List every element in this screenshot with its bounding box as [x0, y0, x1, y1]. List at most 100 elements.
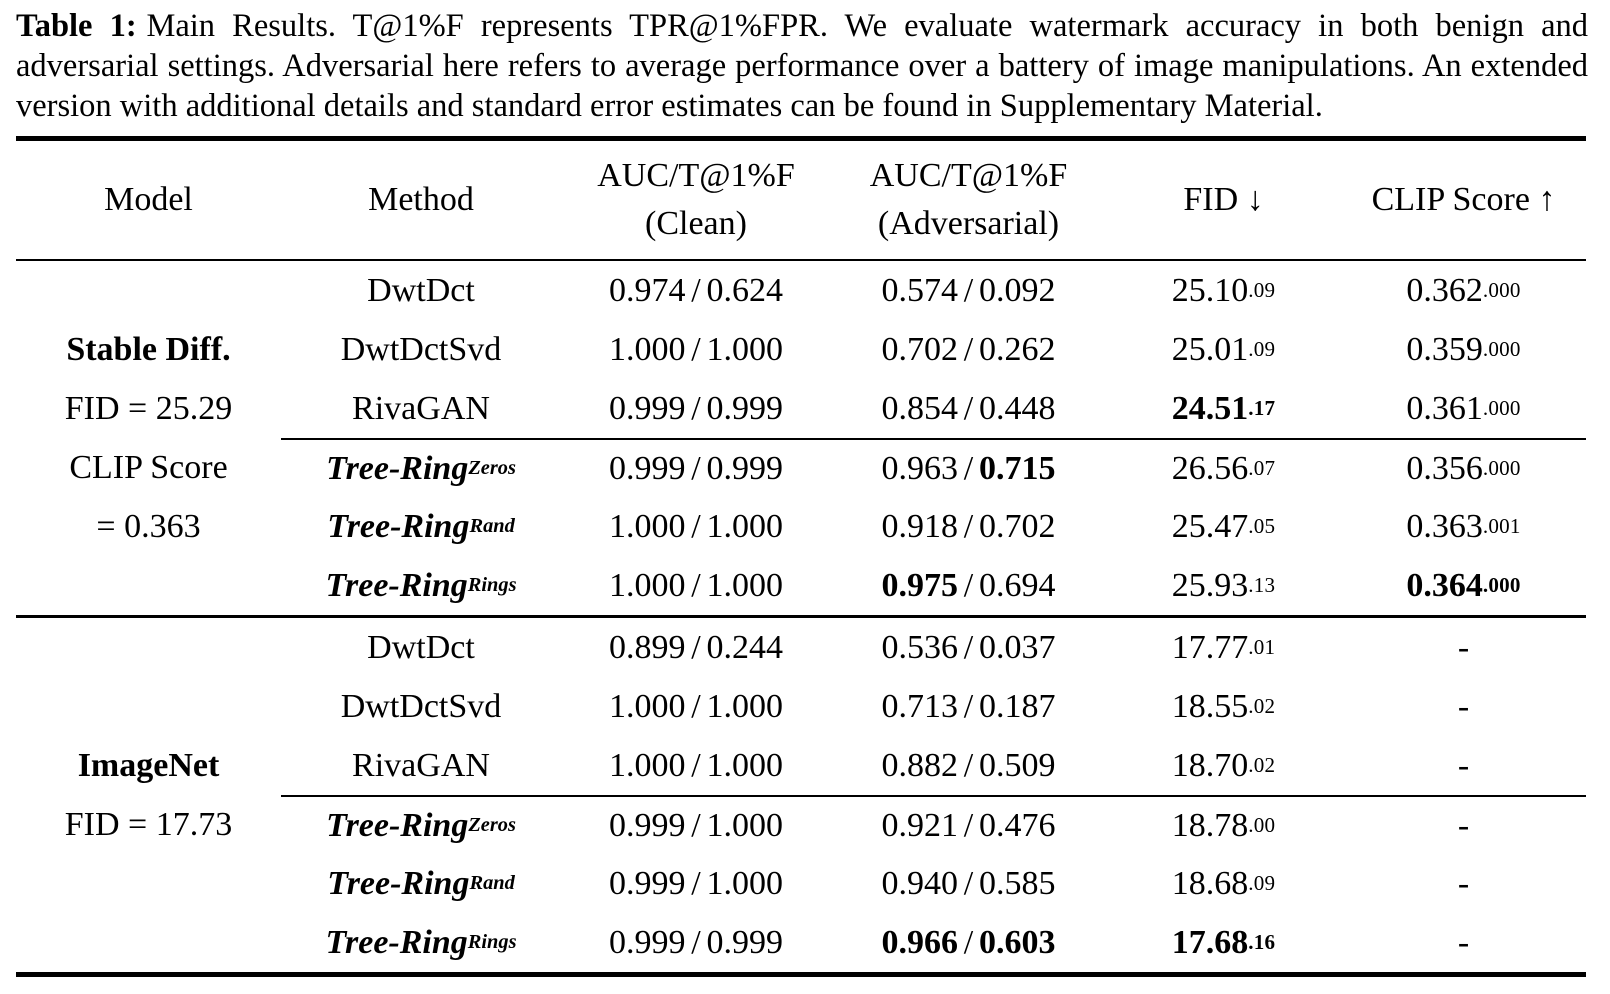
auc-value: 0.921: [881, 806, 959, 844]
auc-adversarial-cell: 0.940/0.585: [831, 854, 1106, 913]
auc-value: 0.999: [609, 449, 686, 487]
fid-cell: 25.10.09: [1106, 261, 1341, 320]
auc-clean-cell: 0.974/0.624: [561, 261, 831, 320]
value-separator: /: [963, 628, 974, 666]
clip-cell: 0.359.000: [1341, 320, 1586, 379]
tpr-value: 1.000: [706, 330, 783, 368]
tpr-value: 0.702: [978, 507, 1056, 545]
method-cell: DwtDctSvd: [281, 320, 561, 379]
value-separator: /: [691, 507, 701, 545]
fid-stderr: .05: [1248, 514, 1276, 538]
block-imagenet: ImageNet FID = 17.73 DwtDct 0.899/0.244 …: [16, 615, 1586, 972]
method-cell: RivaGAN: [281, 379, 561, 438]
auc-value: 0.713: [881, 687, 959, 725]
value-separator: /: [963, 271, 974, 309]
tpr-value: 0.187: [978, 687, 1056, 725]
fid-cell: 18.70.02: [1106, 736, 1341, 795]
fid-cell: 24.51.17: [1106, 379, 1341, 438]
auc-clean-cell: 0.999/0.999: [561, 438, 831, 497]
fid-stderr: .02: [1248, 753, 1276, 777]
value-separator: /: [963, 566, 974, 604]
auc-value: 0.702: [881, 330, 959, 368]
model-line: FID = 25.29: [64, 390, 233, 427]
auc-value: 0.940: [881, 864, 959, 902]
auc-clean-cell: 0.999/1.000: [561, 795, 831, 854]
header-auc-clean-line1: AUC/T@1%F: [597, 157, 795, 194]
clip-value: 0.361: [1406, 389, 1483, 427]
fid-value: 18.68: [1171, 864, 1249, 902]
auc-value: 0.966: [881, 923, 959, 961]
fid-value: 17.77: [1171, 628, 1249, 666]
value-separator: /: [691, 271, 701, 309]
method-subscript: Zeros: [468, 814, 516, 836]
auc-clean-cell: 1.000/1.000: [561, 497, 831, 556]
auc-value: 0.536: [881, 628, 959, 666]
auc-value: 0.999: [609, 389, 686, 427]
header-method: Method: [281, 141, 561, 259]
fid-stderr: .00: [1248, 813, 1276, 837]
tpr-value: 0.262: [978, 330, 1056, 368]
tpr-value: 0.715: [978, 449, 1056, 487]
auc-value: 0.963: [881, 449, 959, 487]
tpr-value: 0.603: [978, 923, 1056, 961]
value-separator: /: [691, 864, 701, 902]
method-cell: Tree-Ring Rings: [281, 556, 561, 615]
caption-label: Table 1:: [16, 8, 137, 44]
auc-value: 1.000: [609, 566, 686, 604]
clip-cell: -: [1341, 795, 1586, 854]
auc-clean-cell: 0.899/0.244: [561, 618, 831, 677]
auc-value: 0.882: [881, 746, 959, 784]
clip-cell: -: [1341, 854, 1586, 913]
method-cell: Tree-Ring Rand: [281, 854, 561, 913]
fid-cell: 17.68.16: [1106, 913, 1341, 972]
value-separator: /: [963, 687, 974, 725]
fid-value: 18.55: [1171, 687, 1249, 725]
method-cell: Tree-Ring Zeros: [281, 438, 561, 497]
method-cell: Tree-Ring Zeros: [281, 795, 561, 854]
header-auc-clean-line2: (Clean): [645, 205, 747, 242]
clip-cell: 0.362.000: [1341, 261, 1586, 320]
fid-cell: 18.55.02: [1106, 677, 1341, 736]
tpr-value: 0.037: [978, 628, 1056, 666]
fid-cell: 25.47.05: [1106, 497, 1341, 556]
tpr-value: 0.624: [706, 271, 783, 309]
tpr-value: 1.000: [706, 806, 783, 844]
model-line: ImageNet: [77, 747, 220, 784]
method-name: DwtDct: [367, 628, 475, 666]
value-separator: /: [963, 389, 974, 427]
clip-value: -: [1457, 746, 1470, 784]
value-separator: /: [691, 566, 701, 604]
header-auc-clean: AUC/T@1%F (Clean): [561, 141, 831, 259]
clip-stderr: .000: [1482, 456, 1521, 480]
auc-value: 1.000: [609, 687, 686, 725]
auc-clean-cell: 1.000/1.000: [561, 677, 831, 736]
fid-value: 26.56: [1171, 449, 1249, 487]
value-separator: /: [963, 330, 974, 368]
auc-value: 1.000: [609, 507, 686, 545]
fid-stderr: .09: [1248, 278, 1276, 302]
header-fid-label: FID ↓: [1183, 181, 1264, 218]
fid-value: 25.01: [1171, 330, 1249, 368]
clip-value: -: [1457, 806, 1470, 844]
method-name: RivaGAN: [352, 746, 490, 784]
value-separator: /: [691, 746, 701, 784]
clip-value: 0.362: [1406, 271, 1483, 309]
value-separator: /: [691, 687, 701, 725]
header-model-label: Model: [104, 181, 193, 218]
fid-stderr: .01: [1248, 635, 1276, 659]
tpr-value: 0.585: [978, 864, 1056, 902]
method-name: DwtDctSvd: [340, 687, 502, 725]
fid-cell: 17.77.01: [1106, 618, 1341, 677]
fid-cell: 26.56.07: [1106, 438, 1341, 497]
table-header-row: Model Method AUC/T@1%F (Clean) AUC/T@1%F (…: [16, 141, 1586, 261]
clip-stderr: .001: [1482, 514, 1521, 538]
header-fid: FID ↓: [1106, 141, 1341, 259]
clip-value: 0.364: [1406, 566, 1483, 604]
method-subscript: Rings: [467, 574, 517, 596]
auc-clean-cell: 0.999/0.999: [561, 913, 831, 972]
fid-stderr: .09: [1248, 337, 1276, 361]
method-cell: RivaGAN: [281, 736, 561, 795]
model-cell-stable-diffusion: Stable Diff. FID = 25.29 CLIP Score = 0.…: [16, 261, 281, 615]
value-separator: /: [963, 449, 974, 487]
clip-cell: 0.363.001: [1341, 497, 1586, 556]
